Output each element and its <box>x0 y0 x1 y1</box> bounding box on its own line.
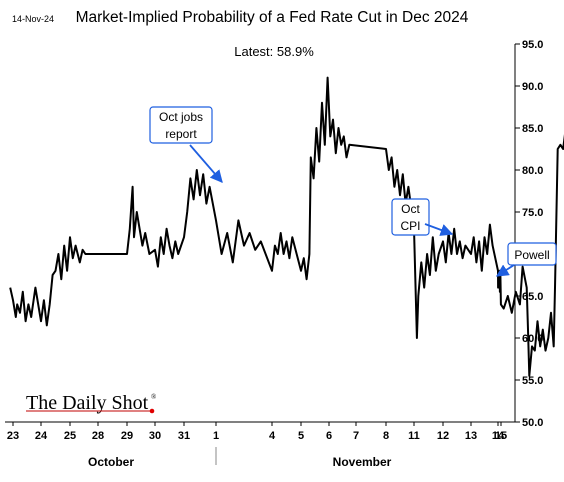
daily-shot-logo: The Daily Shot ® <box>26 392 157 414</box>
annotation-label: report <box>165 127 197 141</box>
annotation-label: Oct <box>401 202 420 216</box>
x-tick-label: 25 <box>64 430 76 442</box>
x-tick-label: 13 <box>465 430 477 442</box>
annotation-arrow <box>189 144 223 183</box>
annotation-arrow <box>495 264 515 277</box>
logo-text: The Daily Shot <box>26 392 149 414</box>
y-tick-label: 80.0 <box>522 165 543 177</box>
x-tick-label: 30 <box>149 430 161 442</box>
annotation-label: CPI <box>400 219 420 233</box>
y-tick-label: 75.0 <box>522 207 543 219</box>
x-tick-label: 24 <box>35 430 48 442</box>
x-tick-label: 11 <box>408 430 420 442</box>
x-tick-label: 7 <box>353 430 359 442</box>
annotation-callout: Oct CPI <box>391 198 454 236</box>
logo-registered-mark: ® <box>151 393 157 401</box>
y-tick-label: 85.0 <box>522 123 543 135</box>
x-tick-label: 23 <box>7 430 19 442</box>
probability-series-line <box>9 76 564 377</box>
x-tick-label: 31 <box>178 430 190 442</box>
x-tick-label: 6 <box>326 430 332 442</box>
logo-dot <box>149 408 155 414</box>
annotation-box <box>391 198 430 236</box>
y-tick-label: 90.0 <box>522 81 543 93</box>
chart-title: Market-Implied Probability of a Fed Rate… <box>76 9 469 26</box>
x-tick-label: 12 <box>437 430 449 442</box>
y-tick-label: 50.0 <box>522 417 543 429</box>
x-tick-label: 8 <box>383 430 389 442</box>
x-tick-label: 28 <box>92 430 104 442</box>
annotations: Oct jobs report Oct CPI Powell <box>149 106 557 277</box>
y-tick-label: 95.0 <box>522 39 543 51</box>
x-tick-label: 1 <box>213 430 219 442</box>
date-stamp: 14-Nov-24 <box>12 14 54 24</box>
x-tick-label: 14 <box>492 430 505 442</box>
annotation-callout: Powell <box>495 242 557 277</box>
latest-value-label: Latest: 58.9% <box>234 44 314 59</box>
annotation-box <box>149 106 213 144</box>
y-tick-label: 55.0 <box>522 375 543 387</box>
y-tick-label: 60.0 <box>522 333 543 345</box>
annotation-label: Oct jobs <box>159 110 203 124</box>
plot-area <box>9 76 564 377</box>
month-label-october: October <box>88 455 134 469</box>
y-tick-label: 65.0 <box>522 291 543 303</box>
annotation-arrow <box>424 223 454 236</box>
annotation-callout: Oct jobs report <box>149 106 223 183</box>
annotation-label: Powell <box>514 248 549 262</box>
x-tick-label: 15 <box>495 430 507 442</box>
annotation-box <box>507 242 557 266</box>
month-label-november: November <box>333 455 392 469</box>
x-tick-label: 29 <box>121 430 133 442</box>
x-tick-label: 5 <box>298 430 304 442</box>
x-tick-label: 4 <box>269 430 276 442</box>
